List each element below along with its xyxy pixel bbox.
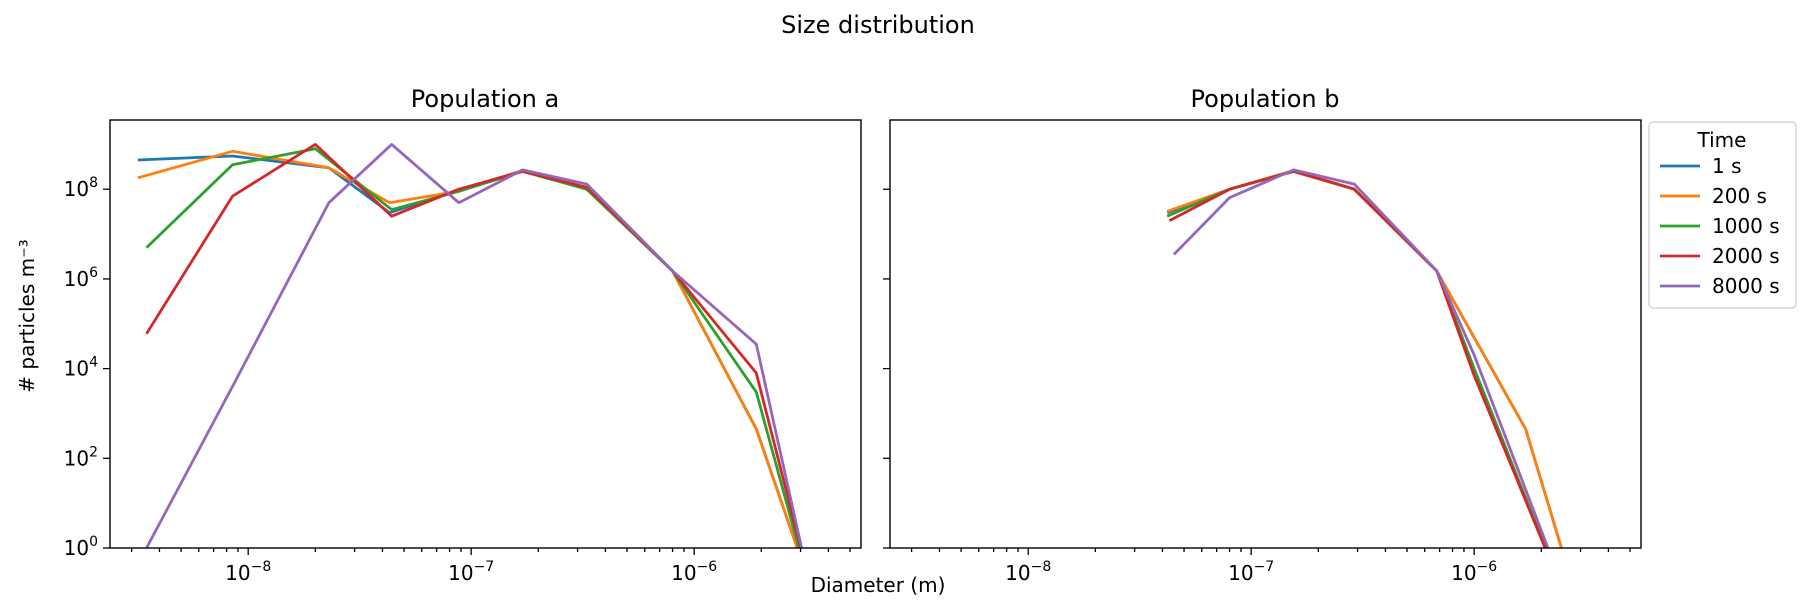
legend: Time 1 s 200 s 1000 s 2000 s 8000 s bbox=[1648, 121, 1797, 309]
panel-b-series-group bbox=[1166, 168, 1563, 548]
panel-a-series-8000-s bbox=[145, 143, 804, 548]
panel-a-series-200-s bbox=[137, 149, 799, 548]
panel-a-frame bbox=[109, 119, 862, 549]
y-tick-label: 100 bbox=[64, 534, 98, 560]
panel-a-series-1-s bbox=[137, 154, 799, 548]
panel-b-series-1-s bbox=[1166, 169, 1563, 548]
panel-population-a: Population a 10−8 10−7 10−6 100 102 104 106 108 bbox=[64, 85, 862, 585]
panel-a-series-group bbox=[137, 143, 804, 548]
panel-a-title: Population a bbox=[411, 85, 559, 113]
legend-entry-label: 2000 s bbox=[1712, 244, 1780, 268]
legend-entry-label: 1 s bbox=[1712, 154, 1742, 178]
y-tick-label: 104 bbox=[64, 355, 98, 381]
panel-b-series-8000-s bbox=[1172, 168, 1550, 548]
y-tick-label: 108 bbox=[64, 175, 98, 201]
panel-b-x-tick-label: 10−8 bbox=[1005, 559, 1051, 585]
y-tick-label: 106 bbox=[64, 265, 98, 291]
panel-a-x-tick-label: 10−6 bbox=[671, 559, 717, 585]
legend-entry-label: 1000 s bbox=[1712, 214, 1780, 238]
panel-b-series-200-s bbox=[1166, 169, 1563, 548]
panel-b-series-2000-s bbox=[1168, 170, 1547, 548]
legend-frame bbox=[1648, 121, 1797, 309]
y-tick-label: 102 bbox=[64, 444, 98, 470]
x-axis-label: Diameter (m) bbox=[811, 573, 946, 597]
y-axis-label: # particles m⁻³ bbox=[15, 239, 39, 392]
panel-a-x-tick-label: 10−8 bbox=[225, 559, 271, 585]
panel-population-b: Population b 10−8 10−7 10−6 bbox=[883, 85, 1642, 585]
figure-title: Size distribution bbox=[781, 11, 975, 39]
legend-title: Time bbox=[1697, 128, 1747, 152]
panel-b-frame bbox=[889, 119, 1642, 549]
panel-b-x-tick-label: 10−7 bbox=[1228, 559, 1274, 585]
panel-b-title: Population b bbox=[1191, 85, 1340, 113]
panel-a-x-tick-label: 10−7 bbox=[448, 559, 494, 585]
panel-b-x-tick-label: 10−6 bbox=[1451, 559, 1497, 585]
legend-entry-label: 200 s bbox=[1712, 184, 1767, 208]
panel-a-series-2000-s bbox=[145, 143, 803, 548]
panel-b-series-1000-s bbox=[1166, 170, 1548, 548]
legend-entry-label: 8000 s bbox=[1712, 274, 1780, 298]
